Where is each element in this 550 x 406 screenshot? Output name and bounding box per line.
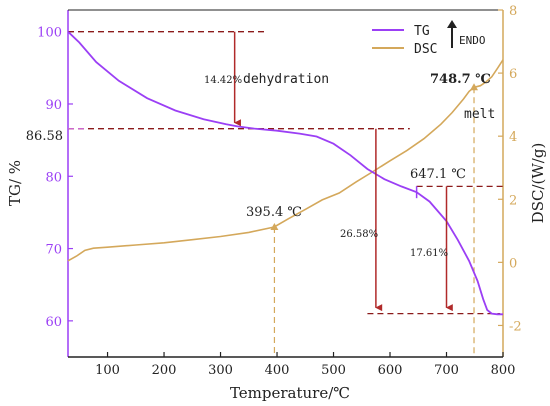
- y-axis-label-right: DSC/(W/g): [529, 143, 547, 224]
- x-tick-label-800: 800: [491, 363, 516, 378]
- annotation-melt: melt: [464, 107, 495, 122]
- x-tick-label-400: 400: [265, 363, 290, 378]
- right-tick-label-4: 4: [509, 130, 517, 145]
- x-tick-label-200: 200: [152, 363, 177, 378]
- left-tick-label-100: 100: [37, 26, 62, 41]
- annotation-26-58: 26.58%: [340, 229, 378, 240]
- x-tick-label-500: 500: [321, 363, 346, 378]
- y-axis-label-left: TG/ %: [6, 160, 24, 206]
- right-tick-label--2: -2: [509, 319, 522, 334]
- left-tick-label-90: 90: [45, 98, 62, 113]
- step-arrows: [233, 31, 453, 312]
- guide-lines: [68, 31, 503, 357]
- annotation-395-4: 395.4 ℃: [246, 205, 302, 220]
- left-tick-label-80: 80: [45, 170, 62, 185]
- left-tick-label-60: 60: [45, 315, 62, 330]
- annotation-86-58: 86.58: [26, 129, 63, 144]
- right-tick-label-0: 0: [509, 256, 517, 271]
- annotation-dehydration: dehydration: [243, 72, 329, 87]
- legend-label-dsc: DSC: [414, 42, 437, 57]
- right-axis-ticks: -2 0 2 4 6 8: [498, 4, 522, 334]
- x-axis-label: Temperature/℃: [230, 384, 350, 402]
- annotation-647-1: 647.1 ℃: [410, 167, 466, 182]
- series-line-tg: [67, 31, 503, 316]
- annotation-endo: ENDO: [459, 34, 486, 47]
- x-tick-label-100: 100: [95, 363, 120, 378]
- x-tick-label-700: 700: [434, 363, 459, 378]
- left-tick-label-70: 70: [45, 243, 62, 258]
- right-tick-label-2: 2: [509, 193, 517, 208]
- right-tick-label-8: 8: [509, 4, 517, 19]
- annotation-748-7: 748.7 ℃: [430, 72, 491, 87]
- annotation-17-61: 17.61%: [410, 248, 448, 259]
- annotation-14-42: 14.42%: [204, 75, 242, 86]
- right-tick-label-6: 6: [509, 67, 517, 82]
- x-tick-label-300: 300: [208, 363, 233, 378]
- endo-arrowhead-icon: [447, 20, 457, 28]
- legend-label-tg: TG: [414, 24, 430, 39]
- x-axis-ticks: 100 200 300 400 500 600 700 800: [95, 352, 515, 378]
- point-markers: [270, 83, 479, 231]
- x-tick-label-600: 600: [378, 363, 403, 378]
- marker-3: [470, 83, 479, 91]
- left-axis-ticks: 60 70 80 90 100: [37, 26, 73, 330]
- marker-1: [270, 223, 279, 231]
- legend: TG DSC ENDO: [372, 20, 486, 57]
